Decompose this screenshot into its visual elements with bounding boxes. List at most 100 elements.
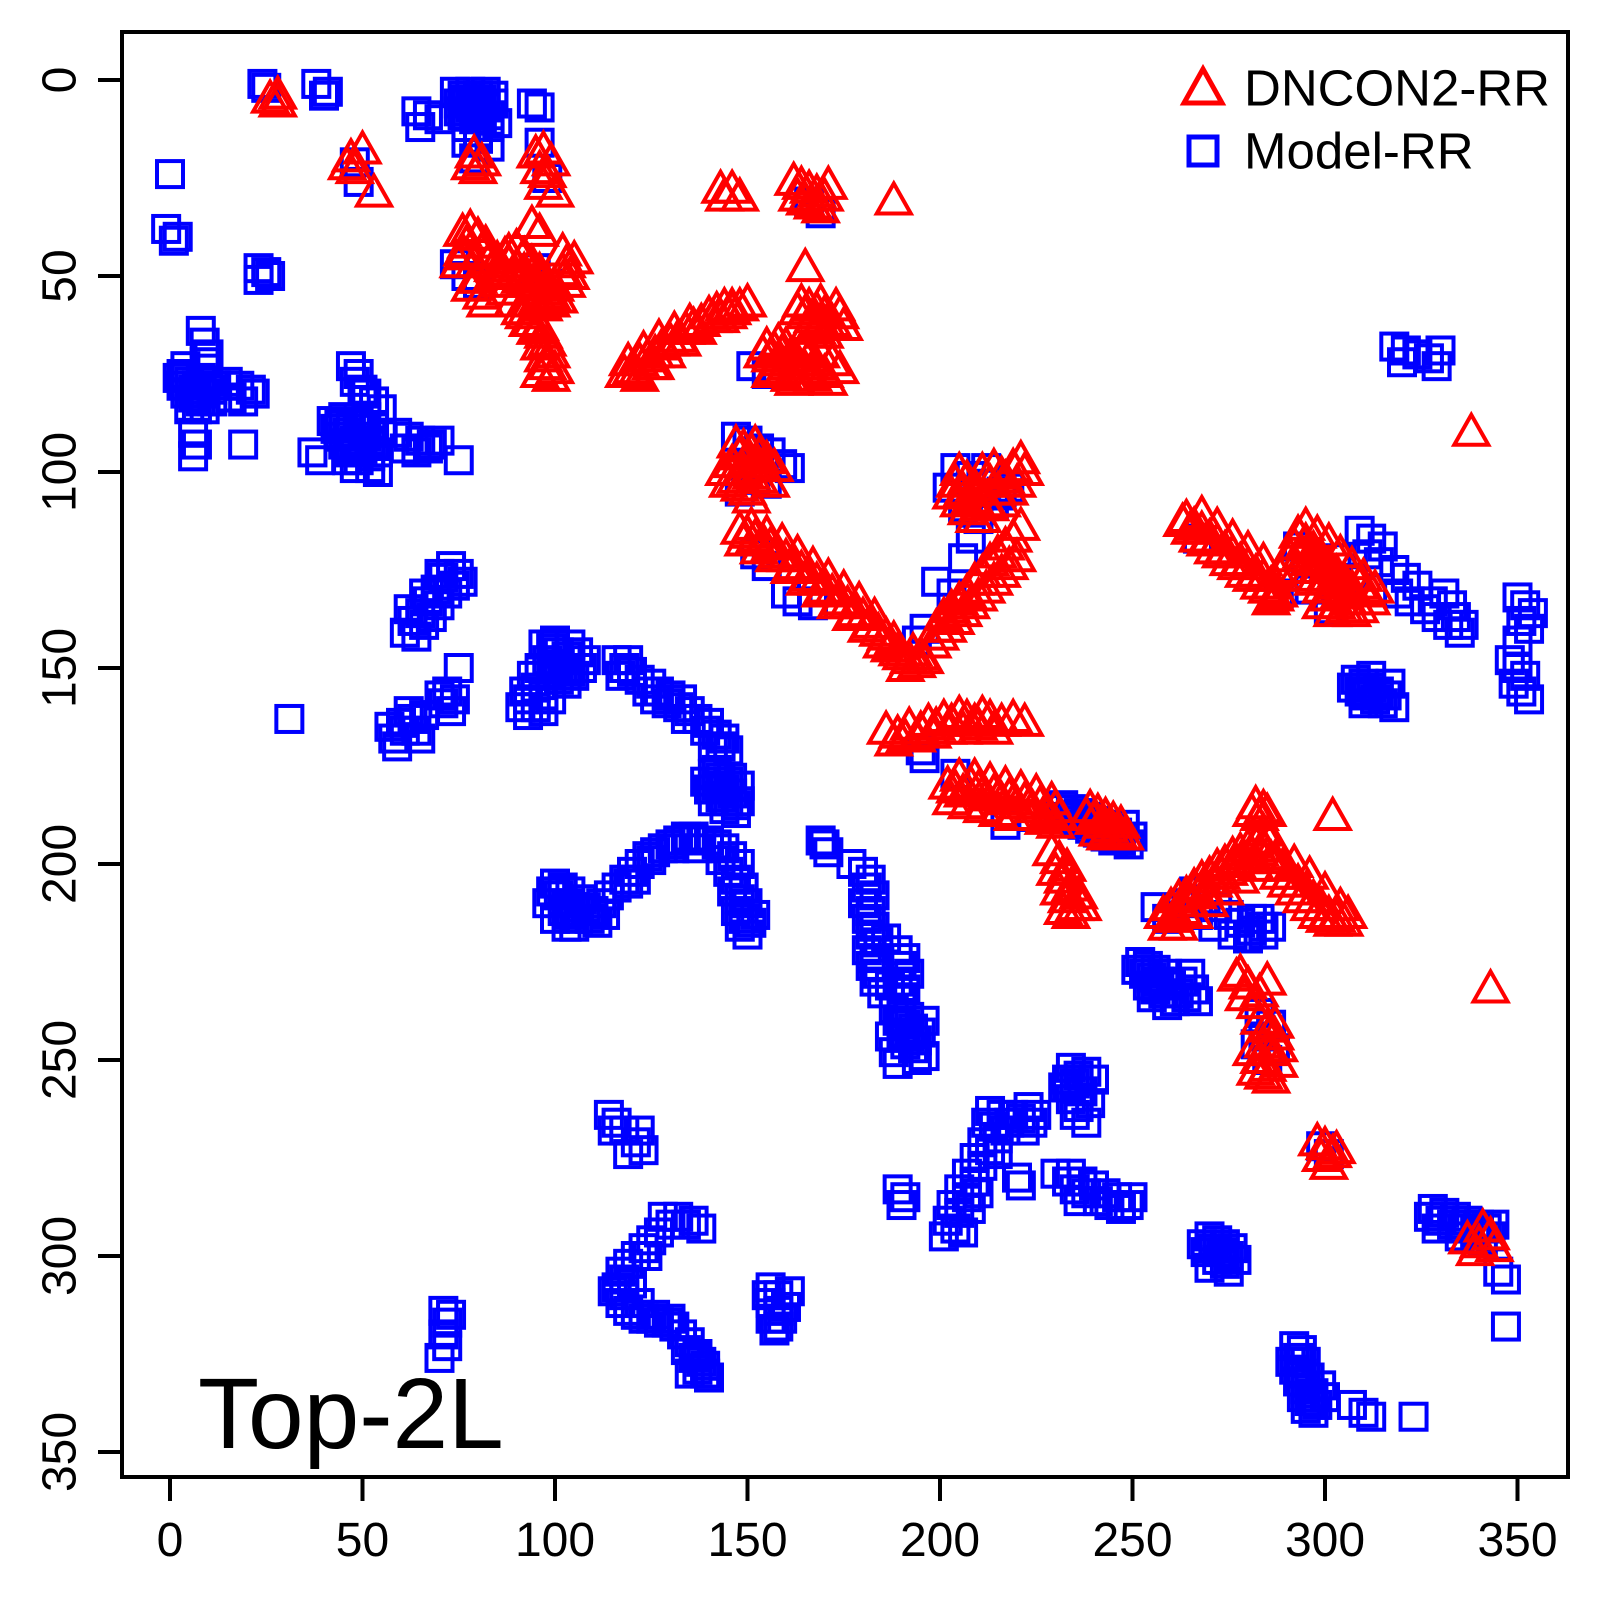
data-point-dncon2-rr <box>1277 547 1319 584</box>
data-point-model-rr <box>1502 653 1533 683</box>
data-point-dncon2-rr <box>996 536 1038 573</box>
data-point-model-rr <box>890 1182 921 1213</box>
data-point-dncon2-rr <box>653 308 695 345</box>
data-point-model-rr <box>593 1099 624 1130</box>
data-point-dncon2-rr <box>461 230 503 267</box>
data-point-dncon2-rr <box>526 344 568 381</box>
data-point-dncon2-rr <box>1077 810 1119 847</box>
data-point-dncon2-rr <box>719 175 761 212</box>
data-point-model-rr <box>528 696 559 727</box>
data-point-model-rr <box>1152 958 1183 989</box>
y-tick-label: 250 <box>34 1020 87 1100</box>
data-point-model-rr <box>1194 1252 1225 1283</box>
data-point-dncon2-rr <box>519 210 561 247</box>
data-point-model-rr <box>928 1221 959 1252</box>
data-point-model-rr <box>740 899 771 930</box>
data-point-model-rr <box>959 1143 990 1173</box>
data-point-model-rr <box>1013 1092 1044 1123</box>
data-point-model-rr <box>351 402 382 433</box>
series-model-rr <box>151 68 1548 1432</box>
data-point-model-rr <box>1075 1088 1106 1119</box>
data-point-model-rr <box>1375 668 1406 699</box>
legend-item-dncon2: DNCON2-RR <box>1179 60 1550 117</box>
data-point-dncon2-rr <box>1273 841 1315 878</box>
data-point-dncon2-rr <box>938 692 980 730</box>
y-tick-label: 0 <box>34 67 87 94</box>
data-point-model-rr <box>1502 582 1533 613</box>
data-point-dncon2-rr <box>938 481 980 518</box>
data-point-dncon2-rr <box>1058 873 1100 910</box>
data-point-dncon2-rr <box>792 183 834 220</box>
data-point-model-rr <box>732 919 763 950</box>
data-point-dncon2-rr <box>846 606 888 643</box>
data-point-dncon2-rr <box>927 763 969 800</box>
data-point-model-rr <box>1236 903 1267 934</box>
data-point-model-rr <box>505 692 536 723</box>
data-point-dncon2-rr <box>623 328 664 365</box>
data-point-dncon2-rr <box>815 285 857 322</box>
data-point-dncon2-rr <box>773 159 815 196</box>
data-point-model-rr <box>516 88 547 119</box>
data-point-model-rr <box>909 1005 940 1036</box>
data-point-dncon2-rr <box>784 559 826 596</box>
data-point-model-rr <box>540 903 570 934</box>
data-point-model-rr <box>312 76 343 107</box>
data-point-dncon2-rr <box>1289 853 1331 890</box>
data-point-model-rr <box>655 1303 686 1334</box>
y-tick-label: 300 <box>34 1216 87 1296</box>
data-point-dncon2-rr <box>796 344 838 381</box>
data-point-model-rr <box>890 943 921 974</box>
data-point-model-rr <box>955 523 986 554</box>
x-tick-label: 0 <box>157 1514 184 1567</box>
data-point-dncon2-rr <box>831 594 872 632</box>
data-point-model-rr <box>239 378 270 409</box>
data-point-model-rr <box>1121 954 1152 985</box>
data-point-model-rr <box>1167 966 1198 997</box>
data-point-model-rr <box>1186 1229 1217 1260</box>
data-point-model-rr <box>1182 986 1213 1017</box>
data-point-model-rr <box>955 1193 986 1224</box>
data-point-model-rr <box>1117 1182 1148 1213</box>
series-dncon2-rr <box>249 73 1515 1267</box>
data-point-model-rr <box>909 1041 940 1072</box>
data-point-dncon2-rr <box>727 281 768 318</box>
data-point-dncon2-rr <box>1035 802 1076 839</box>
data-point-dncon2-rr <box>530 281 572 318</box>
data-point-model-rr <box>470 76 501 107</box>
data-point-model-rr <box>1506 676 1537 707</box>
data-point-dncon2-rr <box>711 289 753 326</box>
data-point-dncon2-rr <box>807 359 849 396</box>
data-point-dncon2-rr <box>1073 798 1115 835</box>
data-point-dncon2-rr <box>1189 881 1230 918</box>
data-point-dncon2-rr <box>1462 1206 1504 1243</box>
data-point-dncon2-rr <box>1015 771 1057 808</box>
data-point-model-rr <box>755 1272 786 1303</box>
data-point-dncon2-rr <box>884 716 926 753</box>
data-point-model-rr <box>355 425 386 456</box>
x-axis: 0 50 100 150 200 250 300 350 <box>157 1477 1558 1567</box>
data-point-dncon2-rr <box>1300 567 1342 604</box>
data-point-dncon2-rr <box>515 132 557 169</box>
data-point-dncon2-rr <box>1285 555 1327 592</box>
data-point-model-rr <box>1379 692 1410 723</box>
data-point-dncon2-rr <box>1046 877 1088 914</box>
data-point-model-rr <box>570 892 601 923</box>
data-point-dncon2-rr <box>526 320 568 357</box>
data-point-model-rr <box>1348 1397 1379 1428</box>
data-point-model-rr <box>836 849 867 879</box>
data-point-model-rr <box>416 602 447 633</box>
data-point-dncon2-rr <box>1258 1026 1300 1063</box>
data-point-model-rr <box>532 888 563 919</box>
data-point-dncon2-rr <box>777 175 818 212</box>
data-point-dncon2-rr <box>511 202 553 240</box>
data-point-dncon2-rr <box>607 340 649 377</box>
data-point-model-rr <box>855 896 886 927</box>
data-point-model-rr <box>647 1201 678 1232</box>
data-point-dncon2-rr <box>1258 1041 1300 1078</box>
data-point-dncon2-rr <box>988 544 1030 581</box>
data-point-dncon2-rr <box>534 171 576 208</box>
data-point-dncon2-rr <box>873 179 915 216</box>
data-point-dncon2-rr <box>877 630 919 667</box>
data-point-dncon2-rr <box>769 547 811 584</box>
